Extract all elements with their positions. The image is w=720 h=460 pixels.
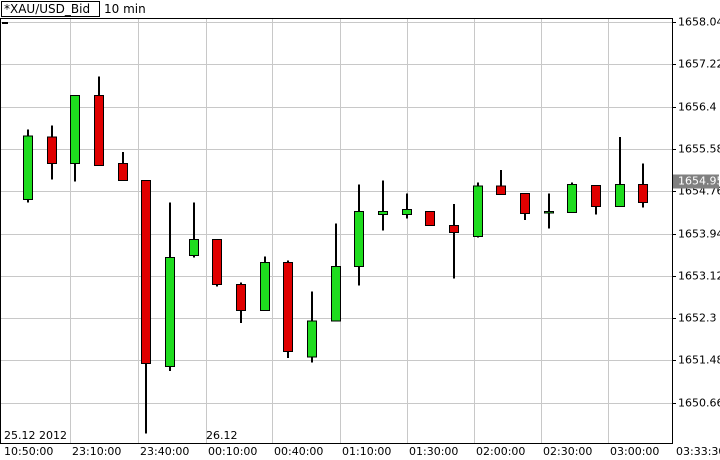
candle-body xyxy=(449,224,459,234)
y-tick-label: 1657.22 xyxy=(678,58,720,71)
x-tick-label: 10:50:00 xyxy=(4,445,53,458)
candle-body xyxy=(260,261,270,311)
candle-body xyxy=(307,320,317,358)
plot-frame xyxy=(0,18,673,444)
y-tick-label: 1655.58 xyxy=(678,143,720,156)
title-box xyxy=(1,1,100,17)
candle-body xyxy=(283,261,293,353)
y-tick-label: 1651.48 xyxy=(678,354,720,367)
y-tick-label: 1658.04 xyxy=(678,16,720,29)
candle-body xyxy=(189,238,199,256)
candle-body xyxy=(141,179,151,365)
x-tick-label: 02:30:00 xyxy=(543,445,592,458)
candle-body xyxy=(165,256,175,368)
candle-body xyxy=(23,135,33,201)
candles xyxy=(23,76,648,434)
last-price-box xyxy=(673,174,719,189)
candle-body xyxy=(212,238,222,286)
candle-body xyxy=(591,185,601,207)
x-tick-label: 03:33:30 xyxy=(676,445,720,458)
candle-body xyxy=(354,210,364,268)
chart-title: *XAU/USD_Bid xyxy=(4,2,90,16)
candle-body xyxy=(236,284,246,311)
last-price-label: 1654.95 xyxy=(678,175,720,188)
candle-body xyxy=(425,210,435,226)
candle-body xyxy=(544,210,554,214)
candle-body xyxy=(70,94,80,164)
x-tick-label: 02:00:00 xyxy=(476,445,525,458)
x-tick-label: 01:30:00 xyxy=(409,445,458,458)
grid xyxy=(0,18,672,443)
x-tick-label: 23:10:00 xyxy=(72,445,121,458)
corner-marker xyxy=(2,22,8,24)
date-label: 26.12 xyxy=(206,429,238,442)
x-tick-label: 00:40:00 xyxy=(274,445,323,458)
candle-body xyxy=(520,192,530,214)
y-tick-label: 1652.3 xyxy=(678,312,717,325)
x-tick-label: 00:10:00 xyxy=(208,445,257,458)
candle-body xyxy=(615,184,625,207)
candle-body xyxy=(567,184,577,213)
date-label: 25.12 2012 xyxy=(4,429,67,442)
candle-body xyxy=(638,184,648,204)
y-tick-label: 1650.66 xyxy=(678,397,720,410)
candle-body xyxy=(378,210,388,216)
candle-body xyxy=(47,136,57,164)
price-axis: 1658.041657.221656.41655.581654.761653.9… xyxy=(672,16,720,410)
y-tick-label: 1653.94 xyxy=(678,228,720,241)
x-tick-label: 03:00:00 xyxy=(610,445,659,458)
y-tick-label: 1656.4 xyxy=(678,101,717,114)
y-tick-label: 1653.12 xyxy=(678,270,720,283)
chart-subtitle: 10 min xyxy=(104,2,146,16)
x-tick-label: 23:40:00 xyxy=(140,445,189,458)
candle-body xyxy=(94,94,104,167)
candle-body xyxy=(496,185,506,195)
candle-body xyxy=(331,266,341,322)
candle-body xyxy=(402,208,412,216)
x-tick-label: 01:10:00 xyxy=(342,445,391,458)
candle-body xyxy=(118,162,128,181)
candle-body xyxy=(473,185,483,238)
